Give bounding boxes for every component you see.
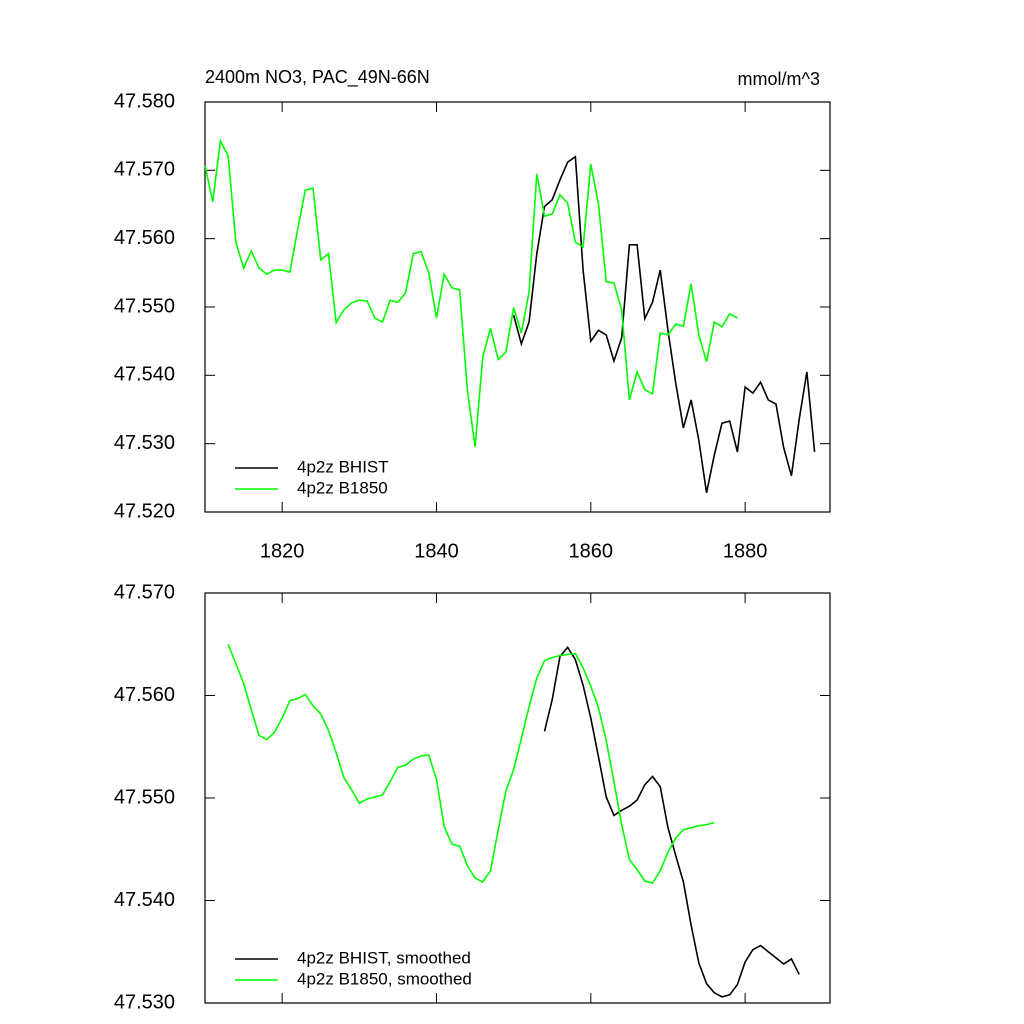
y-tick-label: 47.530 xyxy=(114,432,175,454)
units-label: mmol/m^3 xyxy=(738,69,820,89)
x-tick-label: 1820 xyxy=(260,540,305,562)
y-tick-label: 47.570 xyxy=(114,581,175,603)
series-line xyxy=(512,155,816,494)
x-tick-label: 1880 xyxy=(723,540,768,562)
y-tick-label: 47.550 xyxy=(114,295,175,317)
y-tick-label: 47.570 xyxy=(114,159,175,181)
plot-frame xyxy=(204,592,831,1004)
y-tick-label: 47.560 xyxy=(114,227,175,249)
legend-label: 4p2z B1850 xyxy=(297,478,388,497)
y-tick-label: 47.560 xyxy=(114,684,175,706)
x-tick-label: 1860 xyxy=(569,540,614,562)
y-tick-label: 47.540 xyxy=(114,889,175,911)
y-tick-label: 47.530 xyxy=(114,991,175,1013)
x-tick-label: 1840 xyxy=(414,540,459,562)
legend-label: 4p2z BHIST, smoothed xyxy=(297,948,471,967)
series-line xyxy=(543,645,800,998)
chart-title: 2400m NO3, PAC_49N-66N xyxy=(205,67,430,88)
series-line xyxy=(204,138,738,448)
y-tick-label: 47.550 xyxy=(114,786,175,808)
series-line xyxy=(227,643,715,885)
legend-label: 4p2z BHIST xyxy=(297,457,389,476)
y-tick-label: 47.540 xyxy=(114,364,175,386)
legend-label: 4p2z B1850, smoothed xyxy=(297,969,472,988)
y-tick-label: 47.580 xyxy=(114,90,175,112)
y-tick-label: 47.520 xyxy=(114,500,175,522)
